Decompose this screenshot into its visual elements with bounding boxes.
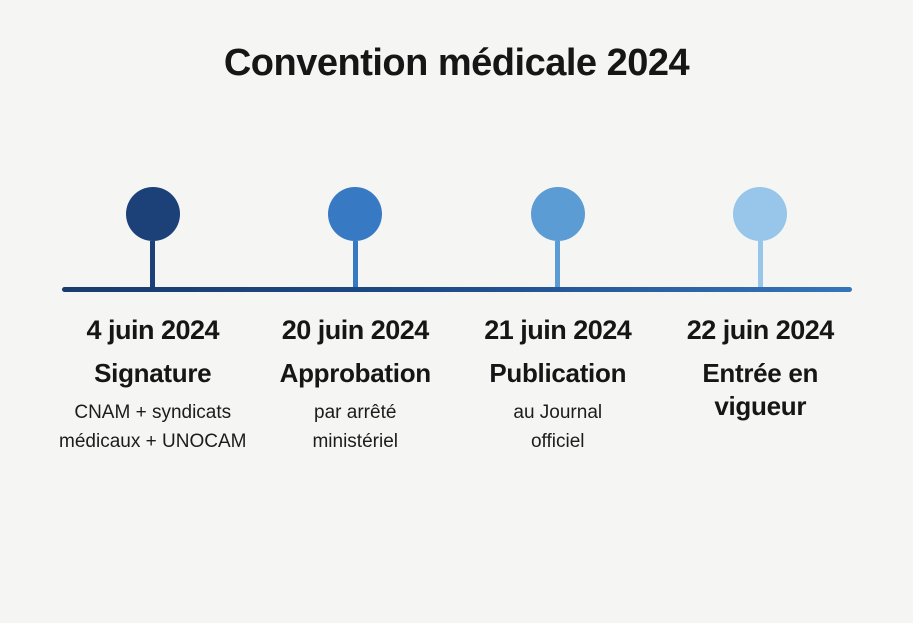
milestone-text: 4 juin 2024 Signature CNAM + syndicats m…	[59, 315, 246, 456]
milestone-dot	[530, 187, 585, 241]
milestone-date: 20 juin 2024	[281, 315, 430, 345]
milestone-date: 21 juin 2024	[484, 315, 632, 345]
milestone-date: 22 juin 2024	[686, 315, 835, 345]
milestone-text: 20 juin 2024 Approbation par arrêté mini…	[279, 315, 432, 456]
milestone-detail-line: ministériel	[312, 430, 398, 452]
milestones-row: 4 juin 2024 Signature CNAM + syndicats m…	[52, 187, 862, 456]
milestone-dot	[328, 187, 383, 241]
milestone-detail-line: médicaux + UNOCAM	[59, 430, 247, 452]
milestone-label: Approbation	[279, 357, 432, 388]
milestone-publication: 21 juin 2024 Publication au Journal offi…	[457, 187, 660, 456]
milestone-detail: par arrêté ministériel	[280, 399, 431, 455]
timeline: 4 juin 2024 Signature CNAM + syndicats m…	[52, 187, 862, 456]
milestone-date: 4 juin 2024	[86, 315, 220, 345]
page-title: Convention médicale 2024	[223, 42, 690, 84]
milestone-detail-line: officiel	[530, 430, 585, 452]
milestone-label: Entrée en vigueur	[702, 357, 819, 422]
milestone-approbation: 20 juin 2024 Approbation par arrêté mini…	[254, 187, 457, 456]
milestone-detail-line: CNAM + syndicats	[74, 402, 232, 424]
milestone-stem	[352, 241, 358, 287]
milestone-stem	[757, 241, 763, 287]
milestone-dot	[125, 187, 180, 241]
milestone-signature: 4 juin 2024 Signature CNAM + syndicats m…	[52, 187, 255, 456]
milestone-dot	[733, 187, 788, 241]
milestone-detail-line: au Journal	[513, 402, 603, 424]
milestone-stem	[555, 241, 561, 287]
milestone-label: Signature	[94, 357, 212, 388]
timeline-axis	[61, 287, 852, 292]
milestone-text: 22 juin 2024 Entrée en vigueur	[670, 315, 850, 433]
milestone-text: 21 juin 2024 Publication au Journal offi…	[484, 315, 632, 456]
milestone-entree-en-vigueur: 22 juin 2024 Entrée en vigueur	[659, 187, 862, 456]
milestone-detail: au Journal officiel	[484, 399, 631, 455]
milestone-detail-line: par arrêté	[314, 402, 397, 424]
milestone-label: Publication	[489, 357, 627, 388]
milestone-detail: CNAM + syndicats médicaux + UNOCAM	[59, 399, 246, 455]
milestone-stem	[150, 241, 156, 287]
